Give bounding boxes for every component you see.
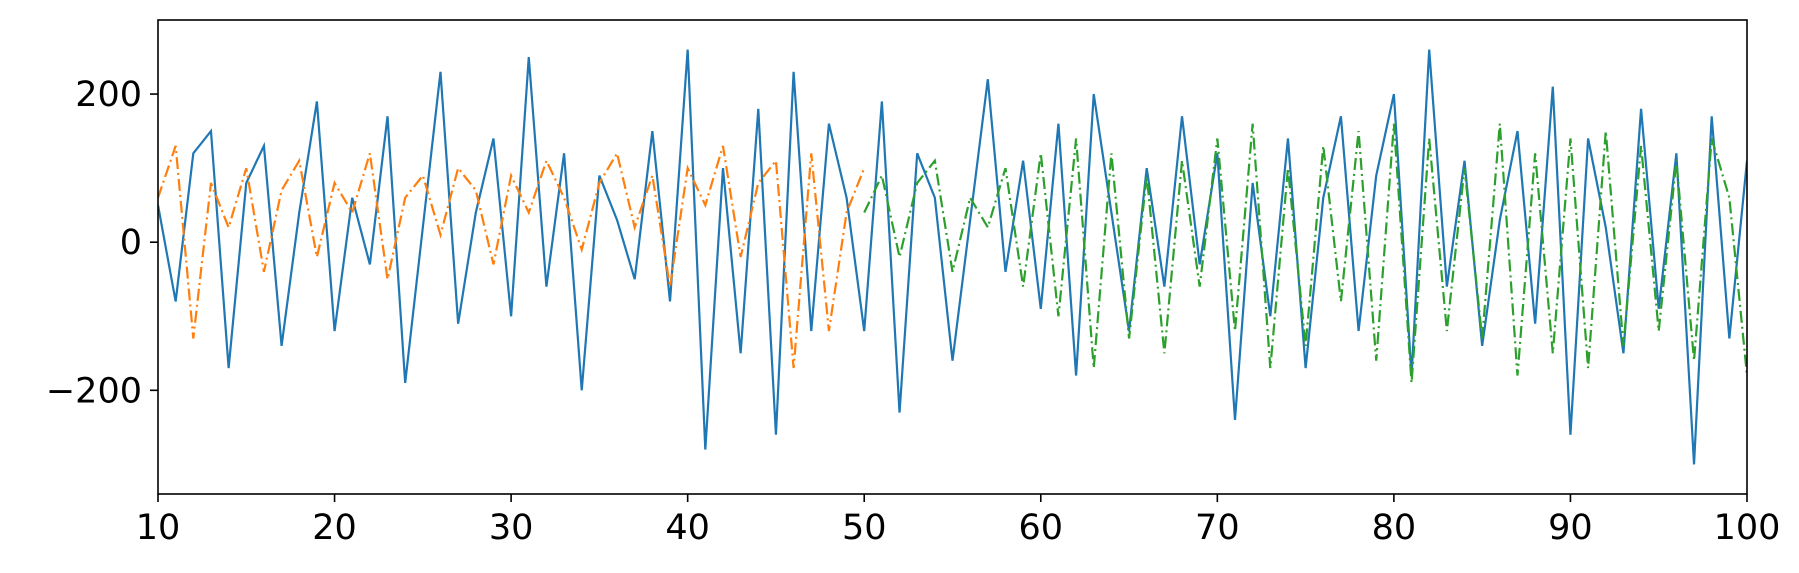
x-tick-label: 30 <box>489 508 534 548</box>
plot-frame <box>157 19 1748 495</box>
x-tick-label: 100 <box>1714 508 1781 548</box>
x-tick-label: 10 <box>136 508 181 548</box>
series-line <box>863 123 1747 383</box>
series-line <box>158 49 1747 465</box>
x-tick-label: 50 <box>842 508 887 548</box>
x-tick-label: 60 <box>1019 508 1064 548</box>
series-line <box>158 145 866 369</box>
y-tick-label: 0 <box>120 223 142 263</box>
x-tick-label: 20 <box>312 508 357 548</box>
x-tick-label: 40 <box>665 508 710 548</box>
y-tick-label: 200 <box>75 75 142 115</box>
y-tick-label: −200 <box>46 371 142 411</box>
x-tick-label: 70 <box>1195 508 1240 548</box>
x-tick-label: 90 <box>1548 508 1593 548</box>
x-tick-label: 80 <box>1372 508 1417 548</box>
